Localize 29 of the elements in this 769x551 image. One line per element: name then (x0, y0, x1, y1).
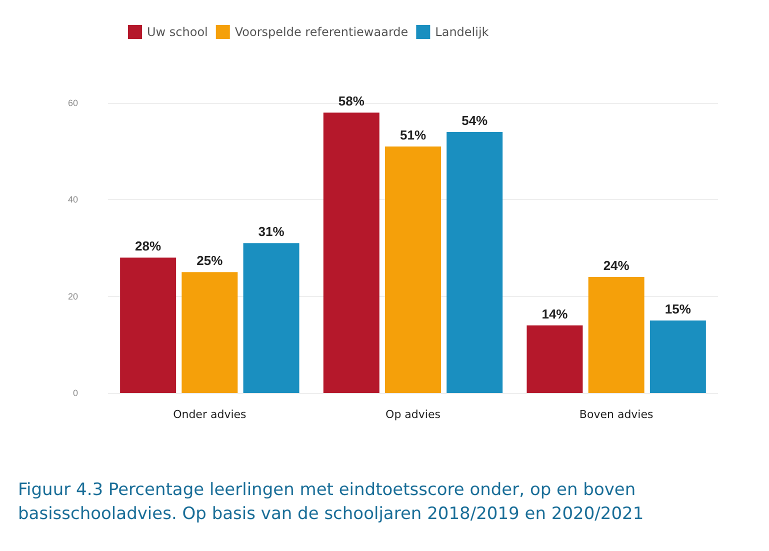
data-label: 28% (135, 238, 162, 254)
y-tick-label: 60 (68, 98, 78, 108)
y-tick-label: 0 (72, 388, 78, 398)
data-label: 15% (664, 302, 692, 316)
data-label: 54% (462, 113, 488, 128)
data-label: 51% (400, 128, 426, 142)
data-label: 24% (603, 258, 630, 273)
bar (588, 277, 644, 393)
y-tick-label: 20 (68, 291, 78, 302)
legend-label: Landelijk (435, 25, 489, 39)
legend-label: Voorspelde referentiewaarde (234, 25, 408, 39)
bar (243, 243, 300, 393)
x-tick-label: Onder advies (173, 408, 247, 421)
data-label: 14% (542, 306, 568, 322)
data-label: 31% (258, 224, 285, 240)
legend-label: Uw school (147, 25, 208, 39)
bar (323, 112, 380, 393)
bar (446, 132, 503, 393)
y-tick-label: 40 (68, 194, 78, 205)
bar (182, 272, 238, 393)
bar (650, 320, 706, 393)
data-label: 58% (338, 94, 365, 109)
x-tick-label: Boven advies (579, 408, 654, 421)
text: Figuur 4.3 Percentage leerlingen met eindtoetsscore onder, op en boven basisschooladvies. Op basis van de schooljaren 2018/2019 en 2020/2021 (18, 480, 644, 524)
bar (526, 325, 583, 393)
x-tick-label: Op advies (386, 408, 441, 421)
bar (385, 146, 441, 393)
bar (120, 258, 176, 393)
data-label: 25% (196, 253, 224, 268)
